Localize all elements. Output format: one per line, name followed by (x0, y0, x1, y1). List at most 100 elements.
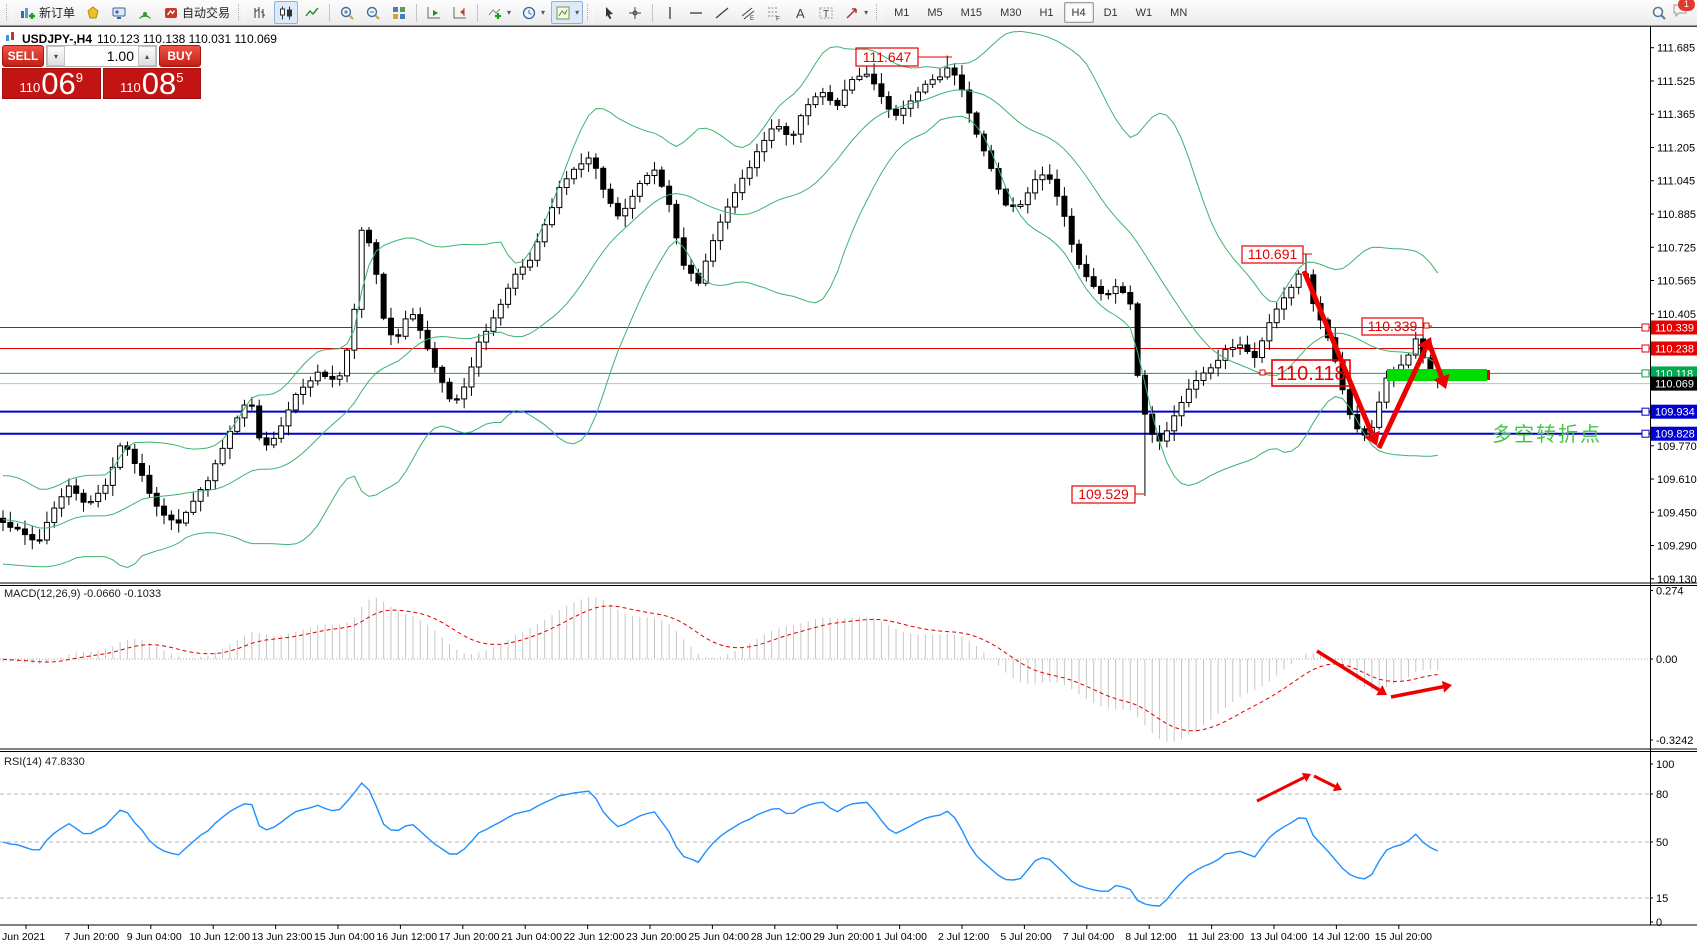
timeframe-d1[interactable]: D1 (1103, 6, 1118, 19)
svg-text:8 Jul 12:00: 8 Jul 12:00 (1125, 931, 1177, 943)
arrows-icon (844, 5, 860, 21)
svg-text:9 Jun 04:00: 9 Jun 04:00 (127, 931, 182, 943)
svg-text:15: 15 (1656, 893, 1668, 905)
timeframe-h4[interactable]: H4 (1063, 2, 1094, 23)
svg-text:111.365: 111.365 (1657, 109, 1695, 121)
candlestick-button[interactable] (274, 1, 299, 24)
price-label-110.118[interactable]: 110.118 (1258, 359, 1351, 387)
text-label-button[interactable]: T (814, 1, 838, 24)
chevron-down-icon[interactable]: ▾ (575, 8, 580, 17)
horizontal-line-button[interactable] (684, 1, 708, 24)
tile-windows-button[interactable] (387, 1, 411, 24)
volume-increase-button[interactable]: ▴ (138, 46, 156, 66)
level-handle[interactable] (1641, 323, 1650, 332)
main-toolbar: 新订单 自动交易 ▾ ▾ ▾ E F A T ▾ M1 M5 M15 M30 H1 H4 D1 W1 MN 1 (0, 0, 1697, 26)
chevron-down-icon[interactable]: ▾ (507, 8, 512, 17)
timeframe-mn[interactable]: MN (1170, 6, 1188, 19)
price-label-110.339[interactable]: 110.339 (1361, 317, 1432, 336)
level-handle[interactable] (1641, 429, 1650, 438)
autotrading-button[interactable]: 自动交易 (159, 1, 234, 24)
zoom-out-icon (365, 5, 381, 21)
svg-text:111.205: 111.205 (1657, 142, 1695, 154)
equidistant-channel-button[interactable]: E (736, 1, 760, 24)
cursor-button[interactable] (597, 1, 621, 24)
price-label-110.691[interactable]: 110.691 (1241, 245, 1312, 264)
bar-chart-icon (252, 5, 268, 21)
buy-price[interactable]: 110 08 5 (102, 68, 201, 99)
price-label-109.529[interactable]: 109.529 (1071, 485, 1144, 504)
timeframe-m5[interactable]: M5 (927, 6, 943, 19)
svg-text:25 Jun 04:00: 25 Jun 04:00 (688, 931, 749, 943)
chevron-down-icon[interactable]: ▾ (864, 8, 869, 17)
signal-button[interactable] (133, 1, 157, 24)
periods-button[interactable]: ▾ (517, 1, 549, 24)
timeframe-h1[interactable]: H1 (1039, 6, 1054, 19)
templates-button[interactable]: ▾ (551, 1, 584, 24)
volume-decrease-button[interactable]: ▾ (47, 46, 65, 66)
svg-text:50: 50 (1656, 837, 1668, 849)
svg-text:16 Jun 12:00: 16 Jun 12:00 (376, 931, 437, 943)
svg-text:0.274: 0.274 (1656, 586, 1684, 598)
level-handle[interactable] (1641, 407, 1650, 416)
timeframe-m30[interactable]: M30 (1000, 6, 1022, 19)
line-chart-button[interactable] (300, 1, 324, 24)
svg-text:109.828: 109.828 (1655, 429, 1695, 441)
arrows-button[interactable]: ▾ (840, 1, 872, 24)
svg-text:111.647: 111.647 (863, 49, 912, 65)
toolbar-separator (477, 3, 479, 22)
trendline-button[interactable] (710, 1, 734, 24)
svg-text:29 Jun 20:00: 29 Jun 20:00 (813, 931, 874, 943)
rsi-panel-layer (0, 781, 1650, 907)
sell-button[interactable]: SELL (2, 45, 44, 67)
fibonacci-button[interactable]: F (762, 1, 786, 24)
price-label-111.647[interactable]: 111.647 (855, 47, 952, 67)
auto-scroll-icon (426, 5, 442, 21)
svg-text:14 Jul 12:00: 14 Jul 12:00 (1312, 931, 1369, 943)
text-button[interactable]: A (788, 1, 812, 24)
zoom-out-button[interactable] (361, 1, 385, 24)
indicators-button[interactable]: ▾ (483, 1, 515, 24)
new-order-button[interactable]: 新订单 (16, 1, 79, 24)
toolbar-grip (587, 4, 594, 21)
svg-text:110.725: 110.725 (1657, 242, 1696, 254)
search-button[interactable] (1647, 1, 1671, 24)
price-badge (1651, 376, 1697, 391)
svg-text:13 Jul 04:00: 13 Jul 04:00 (1250, 931, 1307, 943)
crosshair-button[interactable] (623, 1, 647, 24)
sell-price-sup: 9 (75, 70, 83, 85)
auto-scroll-button[interactable] (422, 1, 446, 24)
sell-price-prefix: 110 (19, 80, 41, 95)
sell-price-big: 06 (41, 66, 76, 101)
svg-text:22 Jun 12:00: 22 Jun 12:00 (564, 931, 625, 943)
zoom-in-button[interactable] (335, 1, 359, 24)
ohlc-values: 110.123 110.138 110.031 110.069 (97, 31, 277, 46)
volume-input[interactable] (65, 46, 138, 66)
turning-point-text: 多空转折点 (1492, 423, 1602, 446)
chat-button[interactable]: 1 (1672, 0, 1695, 23)
timeframe-w1[interactable]: W1 (1135, 6, 1153, 19)
trend-arrows[interactable] (1256, 270, 1452, 803)
text-icon: A (792, 5, 808, 21)
timeframe-m1[interactable]: M1 (894, 6, 910, 19)
level-handle[interactable] (1641, 344, 1650, 353)
svg-text:110.339: 110.339 (1368, 318, 1418, 334)
chart-shift-button[interactable] (448, 1, 472, 24)
svg-text:111.525: 111.525 (1657, 76, 1695, 88)
svg-text:109.529: 109.529 (1078, 486, 1129, 502)
buy-button[interactable]: BUY (159, 45, 201, 67)
svg-text:21 Jun 04:00: 21 Jun 04:00 (501, 931, 562, 943)
timeframe-m15[interactable]: M15 (960, 6, 983, 19)
gold-icon (85, 5, 101, 21)
chevron-down-icon[interactable]: ▾ (541, 8, 546, 17)
svg-text:0.00: 0.00 (1656, 654, 1677, 666)
gold-button[interactable] (81, 1, 105, 24)
bar-chart-button[interactable] (248, 1, 272, 24)
terminal-button[interactable] (107, 1, 131, 24)
vertical-line-button[interactable] (658, 1, 682, 24)
level-handle[interactable] (1641, 369, 1650, 378)
macd-panel-layer (0, 597, 1650, 742)
toolbar-grip (876, 4, 883, 21)
svg-text:110.339: 110.339 (1655, 322, 1694, 334)
sell-price[interactable]: 110 06 9 (2, 68, 101, 99)
